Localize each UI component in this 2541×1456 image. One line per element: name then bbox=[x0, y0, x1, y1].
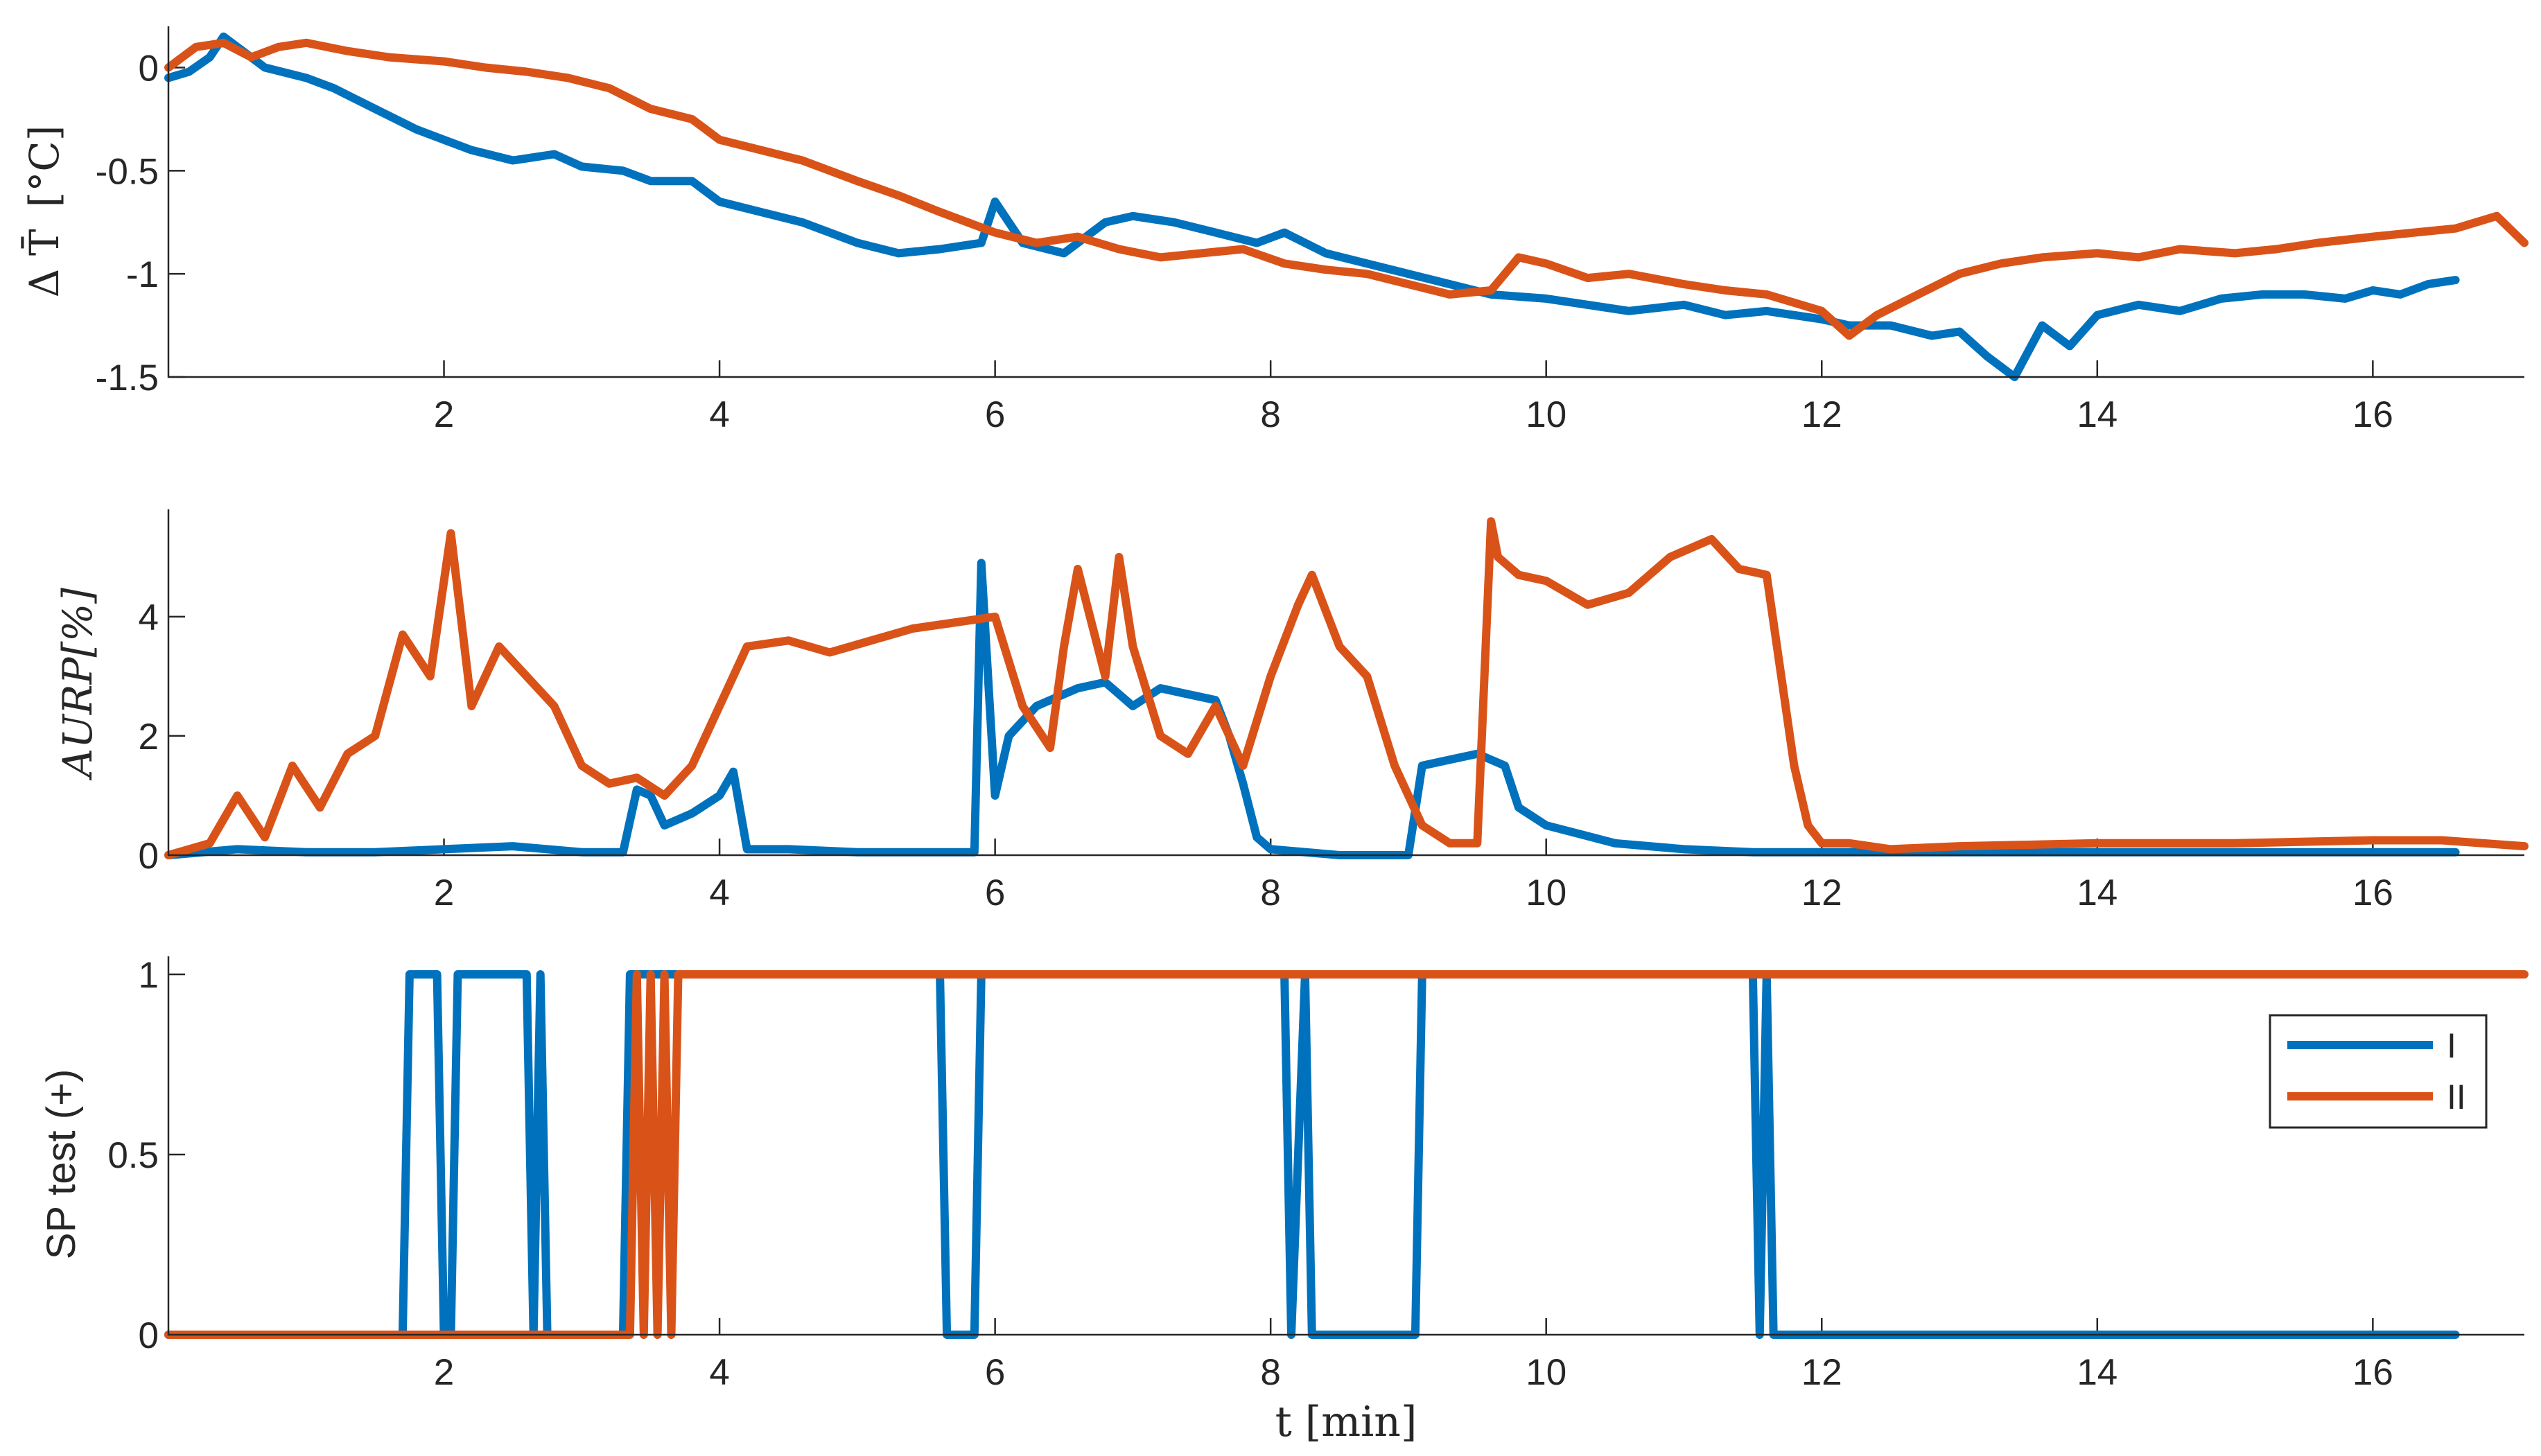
sp-test-subplot: 2 4 6 8 10 12 14 16 0 0.5 1 SP test (+) t [min] I … bbox=[39, 955, 2529, 1446]
sp-test-ytick-label: 0 bbox=[139, 1315, 159, 1356]
aurp-subplot: 2 4 6 8 10 12 14 16 0 2 4 AURP[%] bbox=[54, 509, 2529, 913]
legend-label-II: II bbox=[2447, 1078, 2466, 1116]
temperature-xtick-label: 12 bbox=[1801, 394, 1842, 435]
sp-test-ytick-label: 1 bbox=[139, 955, 159, 996]
legend-box bbox=[2269, 1014, 2488, 1129]
temperature-ytick-label: -1.5 bbox=[96, 358, 159, 398]
temperature-ytick-label: 0 bbox=[139, 49, 159, 89]
temperature-xtick-label: 4 bbox=[709, 394, 729, 435]
aurp-ylabel: AURP[%] bbox=[54, 588, 101, 781]
aurp-series-I bbox=[164, 559, 2460, 859]
aurp-series-II bbox=[164, 517, 2529, 859]
temperature-series-I bbox=[164, 32, 2460, 381]
sp-test-xtick-label: 2 bbox=[434, 1352, 454, 1393]
aurp-xtick-label: 2 bbox=[434, 872, 454, 913]
temperature-ylabel-symbol: Δ T̄ bbox=[20, 229, 68, 297]
aurp-xtick-label: 10 bbox=[1526, 872, 1566, 913]
aurp-xtick-label: 8 bbox=[1260, 872, 1280, 913]
aurp-xtick-label: 12 bbox=[1801, 872, 1842, 913]
sp-test-xtick-label: 4 bbox=[709, 1352, 729, 1393]
aurp-ytick-label: 2 bbox=[139, 717, 159, 757]
temperature-axis-lines bbox=[167, 26, 2524, 378]
sp-test-series-I bbox=[164, 970, 2460, 1339]
temperature-xtick-label: 8 bbox=[1260, 394, 1280, 435]
aurp-xtick-label: 6 bbox=[985, 872, 1005, 913]
x-axis-label: t [min] bbox=[1275, 1398, 1417, 1446]
temperature-ytick-label: -0.5 bbox=[96, 151, 159, 192]
temperature-ytick-label: -1 bbox=[126, 254, 159, 295]
sp-test-axis-lines bbox=[167, 956, 2524, 1336]
temperature-xtick-label: 16 bbox=[2352, 394, 2393, 435]
legend-label-I: I bbox=[2447, 1026, 2456, 1065]
aurp-ytick-label: 4 bbox=[139, 597, 159, 638]
sp-test-xtick-label: 8 bbox=[1260, 1352, 1280, 1393]
sp-test-series-II bbox=[164, 970, 2529, 1339]
aurp-xtick-label: 4 bbox=[709, 872, 729, 913]
temperature-subplot: 2 4 6 8 10 12 14 16 -1.5 -1 -0.5 0 [°C] Δ T̄ bbox=[20, 26, 2529, 435]
sp-test-xtick-label: 16 bbox=[2352, 1352, 2393, 1393]
sp-test-ylabel: SP test (+) bbox=[39, 1069, 84, 1260]
sp-test-xtick-label: 10 bbox=[1526, 1352, 1566, 1393]
temperature-xtick-label: 14 bbox=[2077, 394, 2118, 435]
sp-test-xtick-label: 12 bbox=[1801, 1352, 1842, 1393]
aurp-xtick-label: 16 bbox=[2352, 872, 2393, 913]
sp-test-xtick-label: 14 bbox=[2077, 1352, 2118, 1393]
aurp-ytick-label: 0 bbox=[139, 836, 159, 877]
sp-test-xtick-label: 6 bbox=[985, 1352, 1005, 1393]
aurp-xtick-label: 14 bbox=[2077, 872, 2118, 913]
temperature-xtick-label: 2 bbox=[434, 394, 454, 435]
aurp-axis-lines bbox=[167, 509, 2524, 857]
temperature-ylabel-unit: [°C] bbox=[21, 125, 68, 208]
legend: I II bbox=[2269, 1014, 2488, 1129]
temperature-series-II bbox=[164, 38, 2529, 340]
temperature-xtick-label: 6 bbox=[985, 394, 1005, 435]
sp-test-ytick-label: 0.5 bbox=[107, 1135, 159, 1176]
temperature-xtick-label: 10 bbox=[1526, 394, 1566, 435]
